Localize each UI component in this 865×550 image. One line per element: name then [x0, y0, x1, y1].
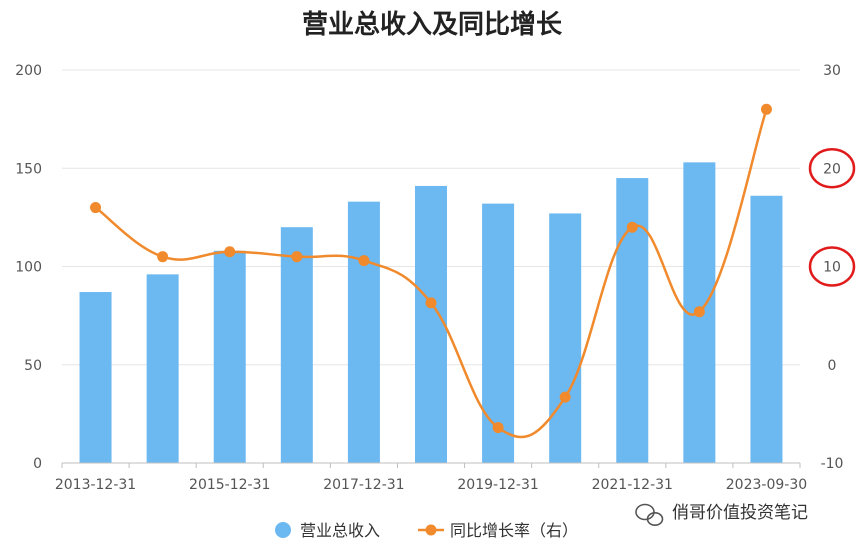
- y-left-tick-label: 150: [15, 161, 42, 177]
- wechat-icon: [635, 503, 664, 526]
- line-point[interactable]: [90, 202, 102, 214]
- line-point[interactable]: [559, 391, 571, 403]
- bar[interactable]: [616, 178, 649, 463]
- y-right-tick-label: 30: [823, 63, 841, 79]
- line-point[interactable]: [425, 297, 437, 309]
- line-point[interactable]: [760, 103, 772, 115]
- x-tick-label: 2013-12-31: [55, 477, 136, 493]
- x-tick-label: 2023-09-30: [726, 477, 807, 493]
- y-axis-left: 0 50 100 150 200: [15, 63, 42, 472]
- y-left-tick-label: 50: [24, 358, 42, 374]
- bar[interactable]: [415, 185, 447, 463]
- legend-marker-revenue: [275, 522, 291, 538]
- y-left-tick-label: 100: [15, 260, 42, 276]
- y-right-tick-label: -10: [821, 456, 844, 472]
- y-left-tick-label: 200: [15, 63, 42, 79]
- bar[interactable]: [213, 250, 246, 463]
- line-point[interactable]: [291, 251, 303, 263]
- bar-series: [79, 162, 783, 464]
- y-right-tick-label: 0: [828, 358, 837, 374]
- bar[interactable]: [280, 227, 313, 463]
- line-point[interactable]: [492, 422, 504, 434]
- x-axis: 2013-12-31 2015-12-31 2017-12-31 2019-12-31…: [55, 462, 807, 493]
- line-series: [90, 103, 772, 439]
- legend: 营业总收入 同比增长率（右）: [275, 521, 578, 540]
- highlight-circle: [808, 148, 856, 189]
- legend-label-revenue: 营业总收入: [300, 521, 380, 540]
- legend-label-growth: 同比增长率（右）: [450, 521, 578, 540]
- legend-item-revenue[interactable]: 营业总收入: [275, 521, 380, 540]
- bar[interactable]: [146, 274, 179, 463]
- y-right-tick-label: 20: [823, 161, 841, 177]
- bar[interactable]: [549, 213, 582, 463]
- line-point[interactable]: [358, 255, 370, 267]
- legend-marker-growth-dot: [425, 524, 437, 536]
- bar[interactable]: [750, 195, 783, 463]
- line-point[interactable]: [224, 246, 236, 258]
- y-left-tick-label: 0: [33, 456, 42, 472]
- watermark: 俏哥价值投资笔记: [635, 503, 808, 526]
- y-right-tick-label: 10: [823, 260, 841, 276]
- bar[interactable]: [482, 203, 515, 463]
- chart-title: 营业总收入及同比增长: [302, 9, 563, 40]
- highlight-circles: [808, 148, 856, 287]
- x-tick-label: 2017-12-31: [323, 477, 404, 493]
- line-point[interactable]: [626, 221, 638, 233]
- x-tick-label: 2015-12-31: [189, 477, 270, 493]
- watermark-text: 俏哥价值投资笔记: [672, 503, 808, 523]
- legend-item-growth[interactable]: 同比增长率（右）: [418, 521, 578, 540]
- bar[interactable]: [347, 201, 380, 463]
- x-tick-label: 2021-12-31: [592, 477, 673, 493]
- highlight-circle: [808, 246, 856, 287]
- y-axis-right: -10 0 10 20 30: [821, 63, 844, 472]
- bar[interactable]: [79, 292, 112, 463]
- line-point[interactable]: [157, 251, 169, 263]
- line-point[interactable]: [693, 306, 705, 318]
- x-tick-label: 2019-12-31: [457, 477, 538, 493]
